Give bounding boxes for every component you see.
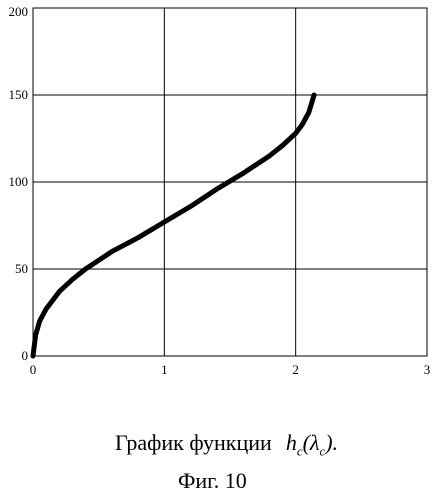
grid	[32, 7, 428, 357]
y-tick-label-150: 150	[9, 87, 29, 102]
y-tick-label-100: 100	[9, 174, 29, 189]
y-tick-label-0: 0	[22, 348, 29, 363]
series-line-0	[30, 92, 317, 359]
caption-math: hc(λc).	[285, 430, 339, 459]
line-chart: 0 1 2 3 0 50 100 150 200	[9, 4, 431, 377]
figure-label: Фиг. 10	[178, 468, 247, 493]
chart-caption: График функции hc(λc).	[115, 430, 338, 459]
tick-labels: 0 1 2 3 0 50 100 150 200	[9, 4, 431, 377]
y-tick-label-200: 200	[9, 4, 29, 19]
x-tick-label-3: 3	[424, 362, 431, 377]
x-tick-label-0: 0	[30, 362, 37, 377]
x-tick-label-2: 2	[292, 362, 299, 377]
x-tick-label-1: 1	[161, 362, 168, 377]
y-tick-label-50: 50	[15, 261, 28, 276]
caption-text: График функции	[115, 430, 272, 455]
series	[30, 92, 317, 359]
